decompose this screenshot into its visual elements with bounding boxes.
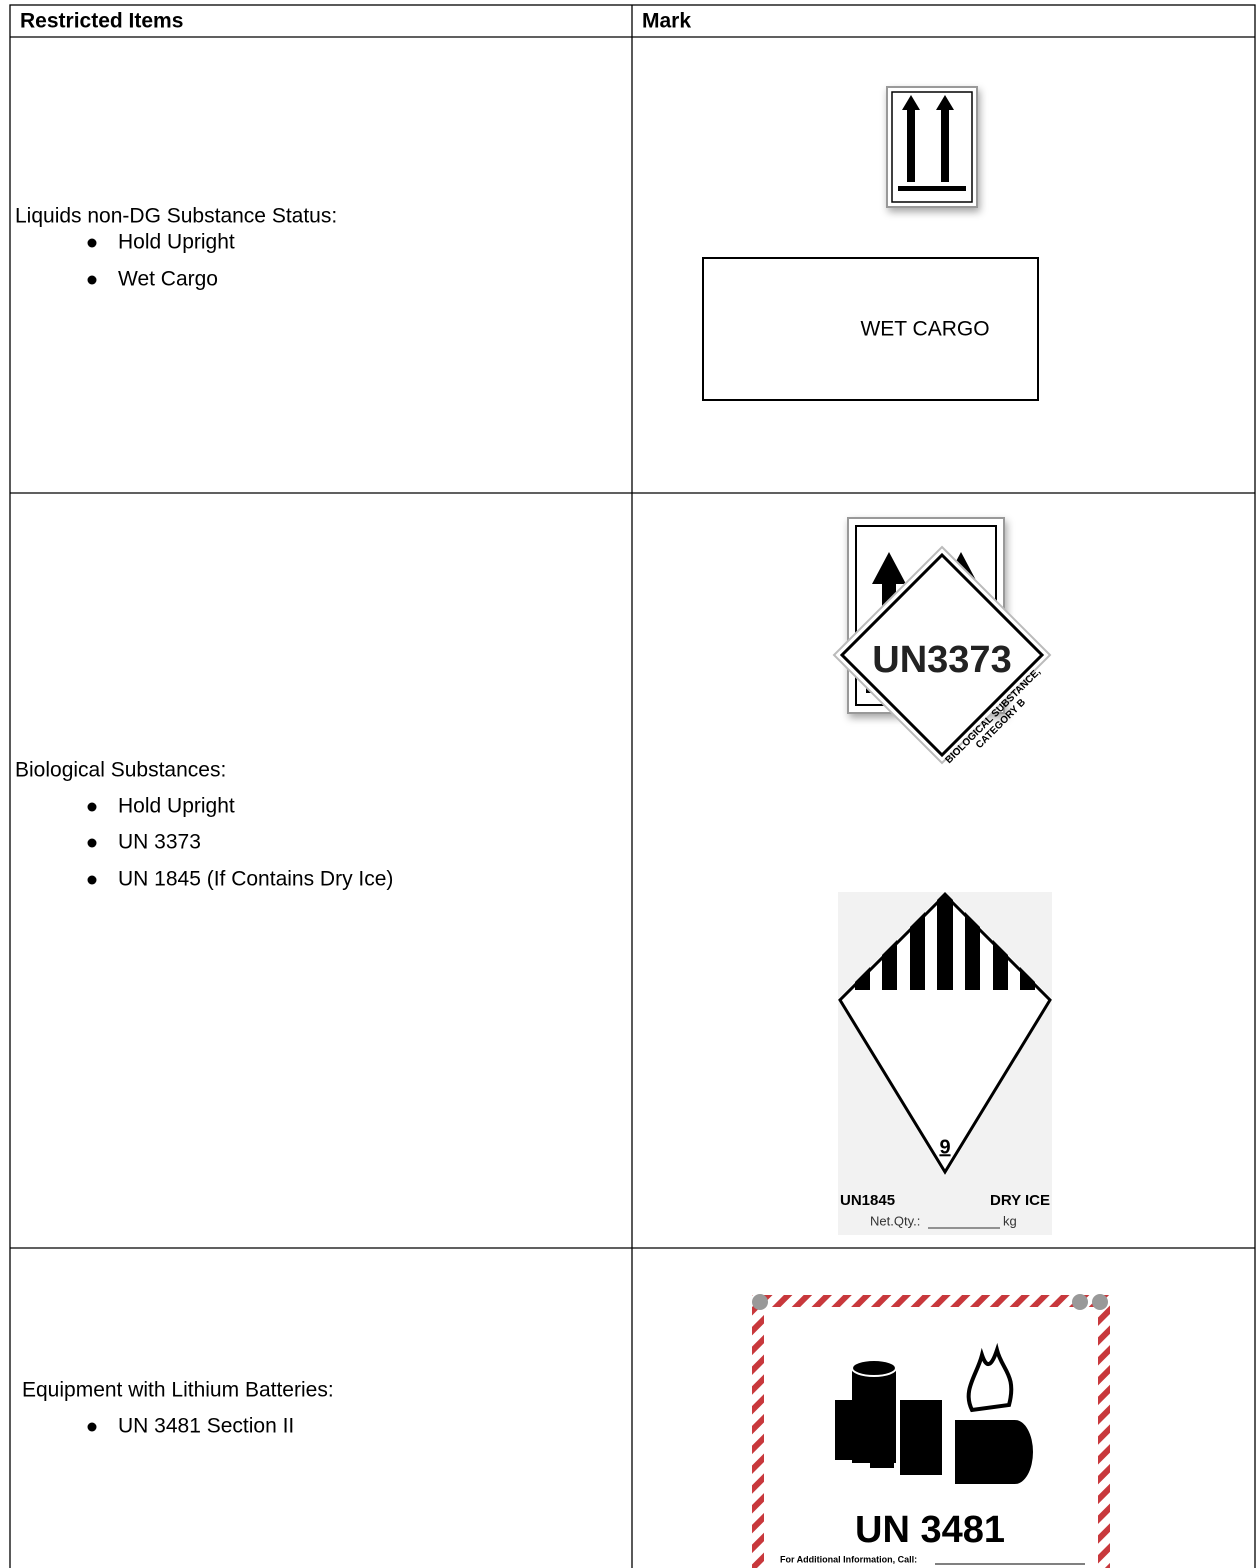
mark-text: kg — [1003, 1213, 1017, 1228]
bullet-text: UN 1845 (If Contains Dry Ice) — [118, 868, 393, 891]
item-title: Biological Substances: — [15, 759, 226, 782]
mark-text: UN3373 — [872, 639, 1011, 681]
bullet — [87, 275, 97, 285]
bullet-text: UN 3373 — [118, 831, 201, 854]
header: Restricted Items — [20, 10, 183, 33]
lithium-battery-label: UN 3481 For Additional Information, Call… — [752, 1294, 1110, 1568]
header: Mark — [642, 10, 691, 33]
item-title: Equipment with Lithium Batteries: — [22, 1379, 334, 1402]
bullet-text: UN 3481 Section II — [118, 1415, 294, 1438]
dry-ice-label: 9 UN1845 DRY ICE Net.Qty.: kg — [838, 892, 1052, 1235]
bullet — [87, 875, 97, 885]
mark-text: 9 — [939, 1136, 950, 1158]
bullet — [87, 238, 97, 248]
bullet — [87, 838, 97, 848]
mark-text: Net.Qty.: — [870, 1213, 920, 1228]
mark-text: For Additional Information, Call: — [780, 1554, 917, 1564]
mark-text: UN 3481 — [855, 1509, 1005, 1551]
bullet-text: Hold Upright — [118, 795, 235, 818]
mark-text: DRY ICE — [990, 1192, 1050, 1209]
mark-text: UN1845 — [840, 1192, 895, 1209]
item-title: Liquids non-DG Substance Status: — [15, 205, 337, 228]
table-grid — [9, 4, 1256, 1568]
this-way-up-label — [886, 86, 978, 208]
bullet-text: Hold Upright — [118, 231, 235, 254]
bullet-text: Wet Cargo — [118, 268, 218, 291]
un3373-label: UN3373 BIOLOGICAL SUBSTANCE, CATEGORY B — [832, 545, 1052, 766]
bullet — [87, 1422, 97, 1432]
wet-cargo-box — [702, 257, 1039, 401]
bullet — [87, 802, 97, 812]
mark-text: WET CARGO — [860, 318, 989, 341]
